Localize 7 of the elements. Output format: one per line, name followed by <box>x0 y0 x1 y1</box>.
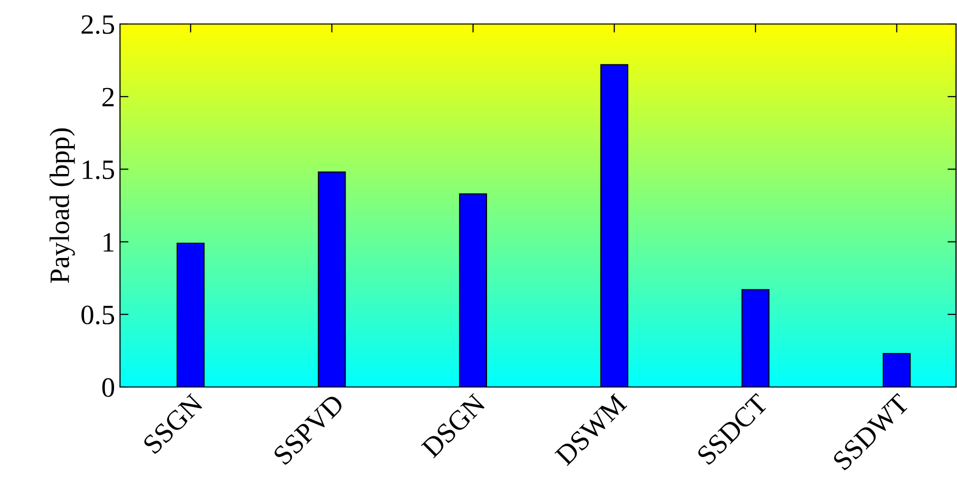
y-tick-label: 1 <box>104 233 114 252</box>
y-tick-label: 0.5 <box>81 306 114 324</box>
y-axis-title: Payload (bpp) <box>50 128 75 283</box>
y-tick-label: 0 <box>102 378 114 397</box>
y-tick-label: 2.5 <box>82 15 114 34</box>
y-tick-label: 2 <box>102 88 114 106</box>
y-tick-label: 1.5 <box>82 160 114 180</box>
